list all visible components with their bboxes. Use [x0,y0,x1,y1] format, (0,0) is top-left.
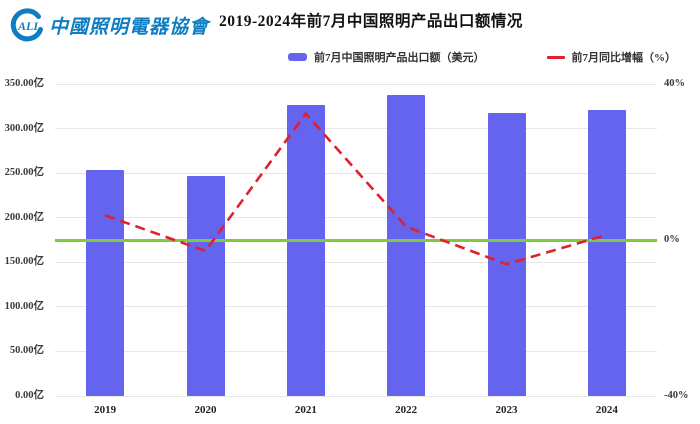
x-axis-tick-label: 2024 [595,404,618,416]
y-axis-tick-label: 200.00亿 [4,211,44,223]
gridline [55,83,657,85]
gridline [55,395,657,397]
svg-text:ALI: ALI [17,19,39,33]
y-axis-tick-label: 300.00亿 [4,122,44,134]
bar-2019 [86,169,125,396]
cali-logo: ALI 中國照明電器協會 [10,8,209,42]
legend-label-export: 前7月中国照明产品出口额（美元） [314,52,485,64]
gridline [55,128,657,130]
x-axis: 2019 2020 2021 2022 2023 2024 [55,399,657,419]
bar-2024 [587,109,626,396]
legend-item-growth: 前7月同比增幅（%） [546,49,677,65]
y-axis-tick-label: 350.00亿 [4,78,44,89]
x-axis-tick-label: 2020 [194,404,217,416]
y-axis-tick-label: 250.00亿 [4,167,44,179]
x-axis-tick-label: 2021 [294,404,317,416]
gridline [55,306,657,308]
y-axis-left: 350.00亿 300.00亿 250.00亿 200.00亿 150.00亿 100.0… [0,78,48,401]
y-axis-tick-label: 100.00亿 [4,300,44,312]
y2-axis-tick-label: 0% [664,234,680,245]
org-name: 中國照明電器協會 [49,16,210,38]
growth-line [104,112,608,266]
legend: 前7月中国照明产品出口额（美元） 前7月同比增幅（%） [288,49,676,65]
gridline [55,172,657,174]
y-axis-right: 40% 0% -40% [662,78,700,401]
bar-2021 [286,104,325,396]
legend-item-export: 前7月中国照明产品出口额（美元） [288,49,485,65]
bar-2023 [487,113,526,396]
legend-label-growth: 前7月同比增幅（%） [571,52,677,64]
y-axis-tick-label: 0.00亿 [15,390,44,401]
zero-percent-line [55,238,657,242]
bar-2022 [387,94,426,396]
plot-area [55,83,657,397]
y2-axis-tick-label: 40% [664,78,685,89]
gridline [55,350,657,352]
y-axis-tick-label: 50.00亿 [9,345,44,357]
x-axis-tick-label: 2019 [94,404,117,416]
bar-swatch-icon [288,53,307,61]
x-axis-tick-label: 2023 [495,404,518,416]
y-axis-tick-label: 150.00亿 [4,256,44,268]
page-title: 2019-2024年前7月中国照明产品出口额情况 [219,13,523,30]
bar-2020 [186,175,225,396]
line-swatch-icon [546,55,565,59]
gridline [55,217,657,219]
cali-logo-mark-icon: ALI [10,8,43,42]
gridline [55,261,657,263]
x-axis-tick-label: 2022 [395,404,418,416]
y2-axis-tick-label: -40% [664,390,689,401]
